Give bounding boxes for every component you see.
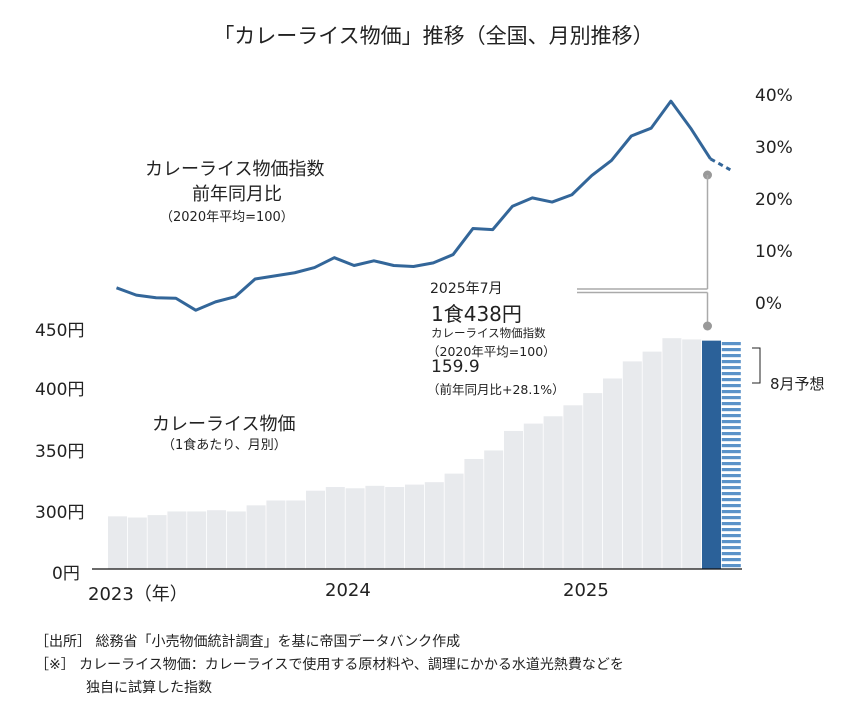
connector-dot-bottom	[703, 321, 712, 331]
annotation-price: 1食438円	[431, 302, 522, 326]
bar-2024-03	[385, 487, 405, 569]
bar-2025-02	[603, 378, 622, 569]
chart-title: 「カレーライス物価」推移（全国、月別推移）	[213, 24, 654, 48]
y-left-tick: 300円	[35, 503, 85, 523]
y-right-tick: 0%	[755, 294, 782, 314]
bar-2024-07	[464, 458, 484, 569]
bar-2023-02	[127, 517, 147, 569]
bar-2025-05	[662, 338, 682, 569]
forecast-label: 8月予想	[770, 375, 825, 393]
footnote-note: ［※］ カレーライス物価：カレーライスで使用する原材料や、調理にかかる水道光熱費…	[35, 657, 624, 673]
line-series-sublabel: （2020年平均=100）	[160, 210, 294, 225]
bar-2024-04	[405, 484, 424, 569]
footnote-note-cont: 独自に試算した指数	[86, 680, 212, 696]
bar-2024-06	[444, 473, 464, 569]
bar-2023-04	[167, 511, 187, 569]
bar-series-label: カレーライス物価	[152, 414, 296, 435]
bar-2023-10	[286, 500, 306, 569]
bar-2023-07	[226, 511, 246, 569]
bar-2024-11	[543, 416, 563, 569]
bar-2023-06	[207, 510, 226, 569]
y-right-tick: 40%	[755, 86, 793, 106]
y-left-tick: 0円	[52, 564, 80, 584]
forecast-bracket	[752, 347, 761, 384]
x-tick-2025: 2025	[563, 580, 609, 601]
y-left-tick: 450円	[35, 321, 85, 341]
bar-2024-05	[424, 482, 444, 569]
bar-2025-03	[622, 361, 642, 569]
bar-2023-12	[325, 487, 345, 569]
line-series-label2: 前年同月比	[192, 184, 282, 205]
y-right-tick: 20%	[755, 190, 793, 210]
bar-2024-09	[504, 430, 523, 569]
bar-2025-07	[702, 340, 721, 569]
bar-2023-01	[108, 516, 127, 569]
annotation-index-value: 159.9	[431, 357, 480, 377]
bar-2023-05	[187, 511, 207, 569]
y-right-tick: 10%	[755, 242, 793, 262]
bar-2024-08	[484, 450, 504, 569]
annotation-month: 2025年7月	[430, 281, 503, 297]
bar-2023-11	[306, 490, 325, 569]
bar-2024-01	[345, 488, 365, 569]
x-tick-2023: 2023（年）	[88, 584, 188, 605]
annotation-yoy: （前年同月比+28.1%）	[427, 382, 565, 397]
bar-2023-03	[147, 515, 167, 569]
y-right-tick: 30%	[755, 138, 793, 158]
annotation-index-label: カレーライス物価指数	[431, 326, 546, 340]
yoy-line-forecast	[709, 157, 732, 172]
line-series-label: カレーライス物価指数	[145, 159, 325, 180]
bar-2025-08	[721, 341, 741, 569]
bar-2024-12	[563, 405, 583, 569]
y-left-tick: 350円	[35, 442, 85, 462]
bar-series-sublabel: （1食あたり、月別）	[162, 438, 287, 453]
bar-2024-10	[523, 423, 543, 569]
bar-2023-08	[246, 505, 266, 569]
bar-2023-09	[266, 500, 286, 569]
bar-2025-06	[682, 339, 702, 569]
bar-2025-04	[642, 351, 662, 569]
x-tick-2024: 2024	[325, 580, 371, 601]
bar-2025-01	[583, 393, 603, 569]
y-left-tick: 400円	[35, 380, 85, 400]
footnote-source: ［出所］ 総務省「小売物価統計調査」を基に帝国データバンク作成	[35, 634, 461, 650]
bar-2024-02	[365, 485, 385, 569]
annotation-index-base: （2020年平均=100）	[427, 344, 556, 359]
